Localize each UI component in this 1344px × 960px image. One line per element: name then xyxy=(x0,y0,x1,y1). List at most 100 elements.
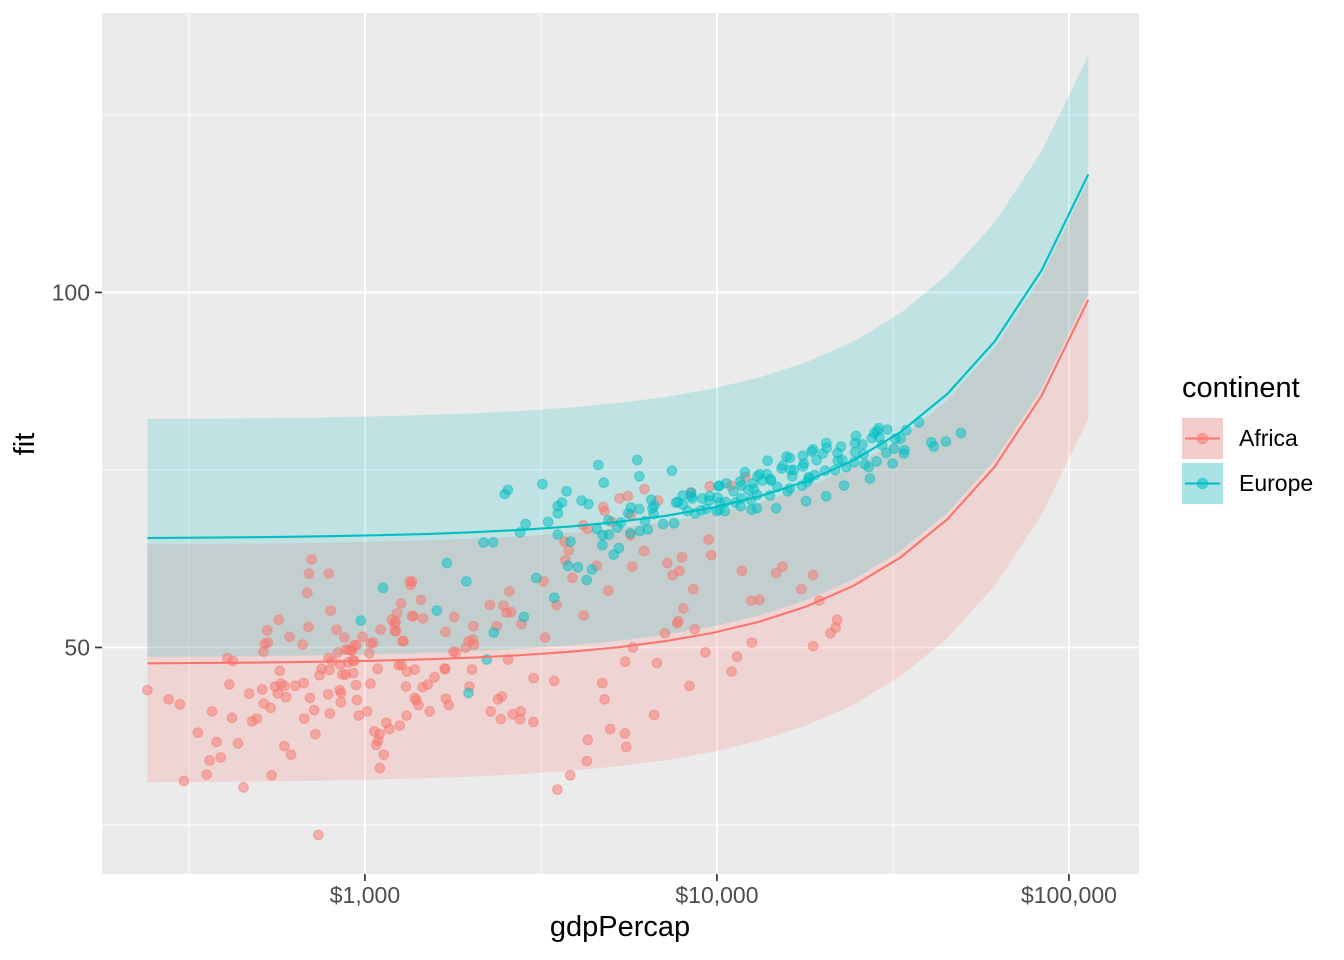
scatter-point-africa xyxy=(671,617,683,629)
scatter-point-europe xyxy=(776,463,787,474)
scatter-point-europe xyxy=(625,527,636,539)
scatter-point-europe xyxy=(686,493,698,504)
scatter-point-africa xyxy=(323,652,335,664)
legend-label-europe: Europe xyxy=(1239,470,1314,496)
scatter-point-europe xyxy=(608,549,620,560)
scatter-point-africa xyxy=(401,710,413,721)
scatter-point-africa xyxy=(339,632,350,643)
scatter-point-africa xyxy=(232,737,244,749)
scatter-point-africa xyxy=(687,583,699,595)
scatter-point-africa xyxy=(306,554,318,565)
scatter-point-africa xyxy=(351,694,363,706)
scatter-point-africa xyxy=(582,734,594,746)
scatter-point-africa xyxy=(626,561,638,572)
scatter-point-africa xyxy=(795,583,807,595)
scatter-point-europe xyxy=(355,615,367,626)
scatter-point-europe xyxy=(887,458,898,470)
grid-minor-layer xyxy=(102,13,1139,874)
scatter-point-africa xyxy=(380,717,392,729)
scatter-point-europe xyxy=(666,465,678,477)
y-tick-label: 50 xyxy=(64,634,90,660)
scatter-point-africa xyxy=(265,702,277,714)
scatter-point-africa xyxy=(807,640,819,652)
scatter-point-africa xyxy=(308,704,320,716)
scatter-point-africa xyxy=(398,635,409,647)
scatter-point-africa xyxy=(273,614,285,626)
scatter-point-europe xyxy=(820,490,832,502)
scatter-point-europe xyxy=(899,444,910,456)
scatter-point-africa xyxy=(409,692,421,704)
scatter-point-africa xyxy=(367,637,379,648)
scatter-point-africa xyxy=(528,716,539,728)
scatter-point-europe xyxy=(751,502,763,514)
scatter-point-africa xyxy=(484,599,496,611)
scatter-point-africa xyxy=(661,557,673,569)
plot-panel xyxy=(102,13,1139,874)
scatter-point-europe xyxy=(518,611,530,623)
scatter-point-europe xyxy=(863,461,875,473)
y-axis-title: fit xyxy=(9,433,41,456)
scatter-point-africa xyxy=(504,586,515,597)
scatter-point-europe xyxy=(461,576,472,587)
scatter-point-europe xyxy=(478,537,489,548)
scatter-point-europe xyxy=(838,480,850,492)
scatter-point-europe xyxy=(562,560,574,572)
line-layer xyxy=(147,173,1090,665)
scatter-point-europe xyxy=(537,478,548,490)
scatter-point-europe xyxy=(770,502,782,514)
scatter-point-europe xyxy=(670,497,682,509)
legend-entry-europe: Europe xyxy=(1182,463,1313,504)
scatter-point-europe xyxy=(581,574,593,586)
y-tick-label: 100 xyxy=(52,279,90,305)
scatter-point-europe xyxy=(502,484,514,496)
scatter-point-africa xyxy=(274,665,286,677)
scatter-point-africa xyxy=(400,681,412,692)
legend-key-europe-swatch xyxy=(1182,463,1223,504)
scatter-point-africa xyxy=(736,565,748,577)
scatter-point-africa xyxy=(620,741,632,753)
scatter-point-europe xyxy=(583,498,594,510)
scatter-point-europe xyxy=(565,536,576,548)
x-tick-label: $1,000 xyxy=(330,882,400,908)
scatter-point-europe xyxy=(622,507,634,519)
scatter-point-africa xyxy=(178,775,190,787)
scatter-point-europe xyxy=(552,500,564,512)
scatter-point-europe xyxy=(377,582,389,594)
scatter-point-africa xyxy=(552,784,563,795)
scatter-point-africa xyxy=(365,678,376,690)
axis-layer: $1,000 $10,000 $100,000 50 100 xyxy=(52,279,1117,908)
scatter-point-africa xyxy=(401,666,413,677)
scatter-point-africa xyxy=(466,664,478,675)
scatter-point-africa xyxy=(278,740,290,752)
scatter-point-africa xyxy=(298,713,310,724)
scatter-point-africa xyxy=(463,635,474,647)
scatter-point-africa xyxy=(353,710,365,721)
scatter-point-europe xyxy=(748,483,760,495)
scatter-point-africa xyxy=(564,769,576,781)
scatter-point-africa xyxy=(485,706,497,717)
scatter-point-africa xyxy=(324,708,336,719)
scatter-point-africa xyxy=(211,736,223,748)
scatter-point-africa xyxy=(343,644,355,655)
legend-key-africa-swatch xyxy=(1182,418,1223,459)
scatter-point-europe xyxy=(940,436,952,447)
scatter-point-africa xyxy=(285,749,297,761)
scatter-point-africa xyxy=(619,728,631,739)
scatter-point-africa xyxy=(498,600,509,611)
scatter-point-africa xyxy=(619,656,631,668)
scatter-point-europe xyxy=(704,490,715,502)
scatter-point-europe xyxy=(611,522,623,533)
scatter-point-africa xyxy=(754,594,765,606)
scatter-point-europe xyxy=(765,473,776,485)
scatter-point-europe xyxy=(586,564,598,575)
scatter-point-africa xyxy=(731,651,743,663)
scatter-point-africa xyxy=(689,623,701,635)
legend-label-africa: Africa xyxy=(1239,425,1298,451)
scatter-point-africa xyxy=(468,620,479,632)
scatter-point-africa xyxy=(770,567,782,579)
scatter-point-africa xyxy=(389,625,401,637)
scatter-point-africa xyxy=(372,735,384,746)
scatter-point-africa xyxy=(375,624,386,636)
scatter-point-africa xyxy=(323,664,335,676)
scatter-point-africa xyxy=(597,501,609,513)
